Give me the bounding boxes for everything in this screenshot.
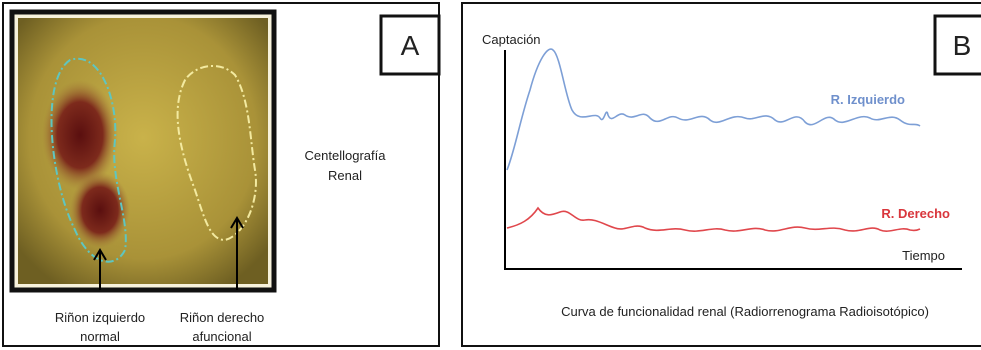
kidney-label: afuncional — [192, 329, 251, 344]
panel-a: A Centellografía Renal Riñon izquierdo n… — [3, 3, 439, 346]
figure: A Centellografía Renal Riñon izquierdo n… — [0, 0, 981, 350]
kidney-label: Riñon derecho — [180, 310, 265, 325]
caption-line: Renal — [328, 168, 362, 183]
panel-b: B Captación Tiempo R. Izquierdo R. Derec… — [462, 3, 981, 346]
scintigraphy-image — [18, 18, 268, 290]
kidney-label: Riñon izquierdo — [55, 310, 145, 325]
curve-label: R. Izquierdo — [831, 92, 905, 107]
curve-label: R. Derecho — [881, 206, 950, 221]
y-axis-label: Captación — [482, 32, 541, 47]
panel-letter: B — [953, 30, 972, 61]
x-axis-label: Tiempo — [902, 248, 945, 263]
kidney-label: normal — [80, 329, 120, 344]
panel-frame — [462, 3, 981, 346]
panel-caption: Curva de funcionalidad renal (Radiorreno… — [561, 304, 929, 319]
panel-letter: A — [401, 30, 420, 61]
caption-line: Centellografía — [305, 148, 387, 163]
